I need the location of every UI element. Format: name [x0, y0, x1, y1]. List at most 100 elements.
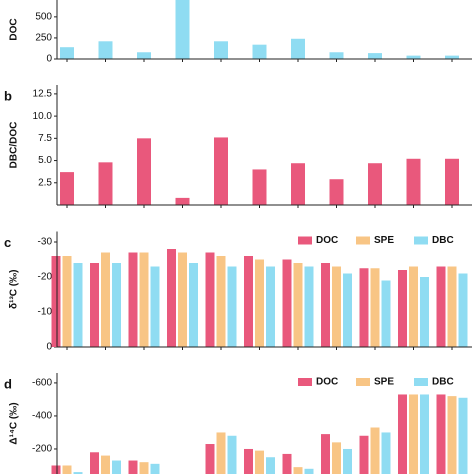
bar: [205, 444, 215, 474]
bar: [370, 427, 380, 474]
bar: [368, 53, 382, 59]
bar: [321, 434, 330, 474]
bar: [409, 394, 418, 474]
bar: [304, 468, 314, 474]
bar: [112, 460, 121, 474]
bar: [167, 249, 176, 347]
bar: [255, 259, 264, 347]
bar: [205, 252, 215, 347]
bar: [137, 138, 151, 205]
bar: [398, 394, 407, 474]
bar: [216, 432, 226, 474]
bar: [178, 252, 187, 347]
y-axis-label: DOC: [9, 18, 20, 40]
bar: [175, 0, 190, 59]
bar: [137, 52, 151, 59]
bar: [381, 432, 391, 474]
legend-swatch: [414, 378, 428, 386]
bar: [458, 273, 468, 347]
bar: [73, 263, 83, 347]
y-axis-label: Δ¹⁴C (‰): [9, 402, 20, 444]
bar: [291, 163, 305, 205]
legend-swatch: [298, 378, 312, 386]
bar: [293, 467, 303, 474]
bar: [73, 472, 83, 474]
bar: [447, 266, 457, 347]
legend-label: DBC: [432, 235, 454, 246]
bar: [420, 394, 429, 474]
legend-label: SPE: [374, 377, 394, 388]
y-tick-label: 2.5: [38, 177, 52, 188]
y-tick-label: 0: [46, 342, 52, 353]
y-tick-label: 250: [35, 33, 52, 44]
legend-swatch: [414, 236, 428, 245]
panel-label: d: [4, 376, 12, 391]
legend-swatch: [356, 378, 370, 386]
legend-label: DOC: [316, 377, 338, 388]
bar: [227, 435, 237, 474]
bar: [329, 52, 344, 59]
bar: [244, 256, 253, 347]
bar: [244, 448, 253, 474]
panel-label: c: [4, 235, 11, 250]
bar: [255, 450, 264, 474]
bar: [139, 252, 149, 347]
y-tick-label: -10: [38, 307, 53, 318]
bar: [282, 453, 292, 474]
bar: [175, 197, 190, 205]
bar: [420, 277, 429, 347]
bar: [128, 252, 138, 347]
bar: [150, 463, 160, 474]
y-tick-label: -200: [32, 444, 52, 455]
bar: [447, 396, 457, 474]
bar: [381, 280, 391, 347]
bar: [359, 268, 369, 347]
bar: [321, 263, 330, 347]
bar: [343, 448, 352, 474]
bar: [398, 270, 407, 347]
bar: [98, 41, 113, 59]
bar: [112, 263, 121, 347]
bar: [445, 55, 459, 59]
bar: [51, 465, 61, 474]
bar: [329, 179, 344, 205]
y-tick-label: 12.5: [33, 89, 53, 100]
bar: [458, 397, 468, 474]
bar: [101, 455, 110, 474]
bar: [128, 460, 138, 474]
bar: [293, 263, 303, 347]
y-tick-label: 5.0: [38, 155, 52, 166]
bar: [282, 259, 292, 347]
bar: [214, 137, 228, 205]
bar: [189, 263, 198, 347]
bar: [370, 268, 380, 347]
bar: [406, 55, 421, 59]
bar: [436, 394, 446, 474]
bar: [343, 273, 352, 347]
bar: [445, 158, 459, 205]
bar: [406, 158, 421, 205]
bar: [368, 163, 382, 205]
y-tick-label: 10.0: [33, 111, 53, 122]
bar: [227, 266, 237, 347]
y-tick-label: 0: [46, 54, 52, 65]
bar: [150, 266, 160, 347]
legend-label: DBC: [432, 377, 454, 388]
bar: [139, 462, 149, 474]
panel-label: b: [4, 88, 12, 103]
bar: [266, 457, 275, 474]
bar: [409, 266, 418, 347]
bar: [252, 169, 267, 205]
bar: [436, 266, 446, 347]
bar: [62, 256, 72, 347]
legend-label: DOC: [316, 235, 338, 246]
bar: [62, 465, 72, 474]
bar: [291, 38, 305, 59]
bar: [90, 452, 99, 474]
bar: [98, 162, 113, 205]
legend-swatch: [356, 236, 370, 245]
y-tick-label: -400: [32, 411, 52, 422]
bar: [60, 172, 74, 205]
legend-swatch: [298, 236, 312, 245]
